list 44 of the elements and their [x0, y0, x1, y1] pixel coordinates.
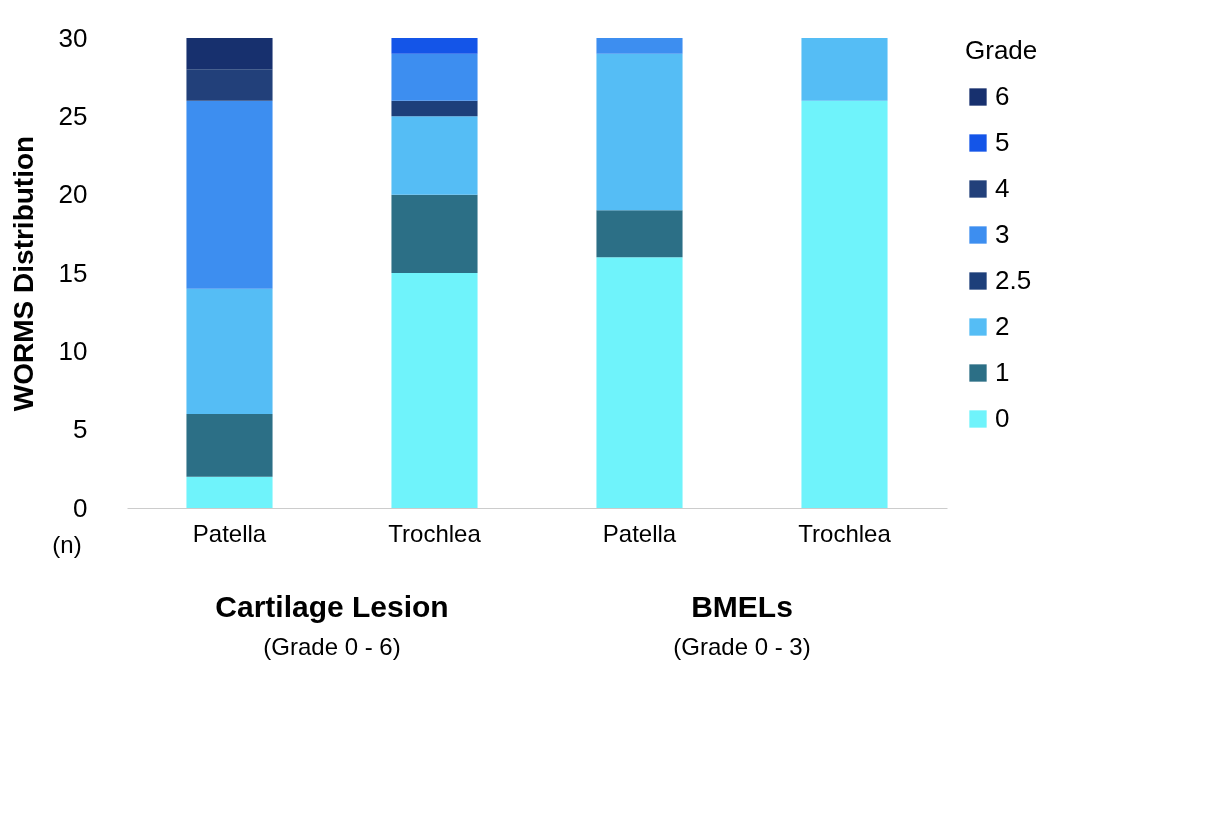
bar [186, 288, 273, 414]
text: (n) [52, 531, 82, 558]
y-tick-label: 15 [58, 257, 88, 288]
bar [391, 273, 478, 508]
legend-label: 1 [995, 357, 1010, 387]
legend-title: Grade [965, 35, 1038, 65]
legend-label: 6 [995, 81, 1010, 111]
legend-label: 2.5 [995, 265, 1032, 295]
text: (Grade 0 - 6) [263, 633, 401, 660]
legend-label: 2 [995, 311, 1010, 341]
text: BMELs [691, 590, 793, 623]
y-tick-label: 0 [73, 492, 88, 523]
bar [801, 100, 888, 508]
bar [186, 414, 273, 477]
bar [596, 257, 683, 508]
bar [391, 116, 478, 195]
bar [391, 38, 478, 54]
bar [596, 53, 683, 211]
x-tick-label: Patella [192, 519, 267, 547]
bar [391, 53, 478, 101]
y-tick-label: 5 [73, 414, 88, 445]
y-tick-label: 20 [58, 179, 88, 210]
x-tick-label: Trochlea [388, 519, 482, 547]
y-axis-title: WORMS Distribution [7, 135, 39, 412]
y-tick-label: 25 [58, 100, 88, 131]
bar [186, 69, 273, 101]
legend-label: 4 [995, 173, 1010, 203]
bar [801, 38, 888, 101]
bar [186, 476, 273, 508]
bar [391, 194, 478, 273]
legend-label: 3 [995, 219, 1010, 249]
legend-label: 0 [995, 403, 1010, 433]
bar [596, 38, 683, 54]
legend-label: 5 [995, 127, 1010, 157]
bar [596, 210, 683, 258]
bar [186, 38, 273, 70]
bar [391, 100, 478, 117]
y-tick-label: 10 [58, 335, 88, 366]
bar [186, 100, 273, 289]
y-tick-label: 30 [58, 22, 88, 53]
text: (Grade 0 - 3) [673, 633, 811, 660]
x-tick-label: Trochlea [798, 519, 892, 547]
x-tick-label: Patella [602, 519, 677, 547]
text: Cartilage Lesion [215, 590, 449, 623]
